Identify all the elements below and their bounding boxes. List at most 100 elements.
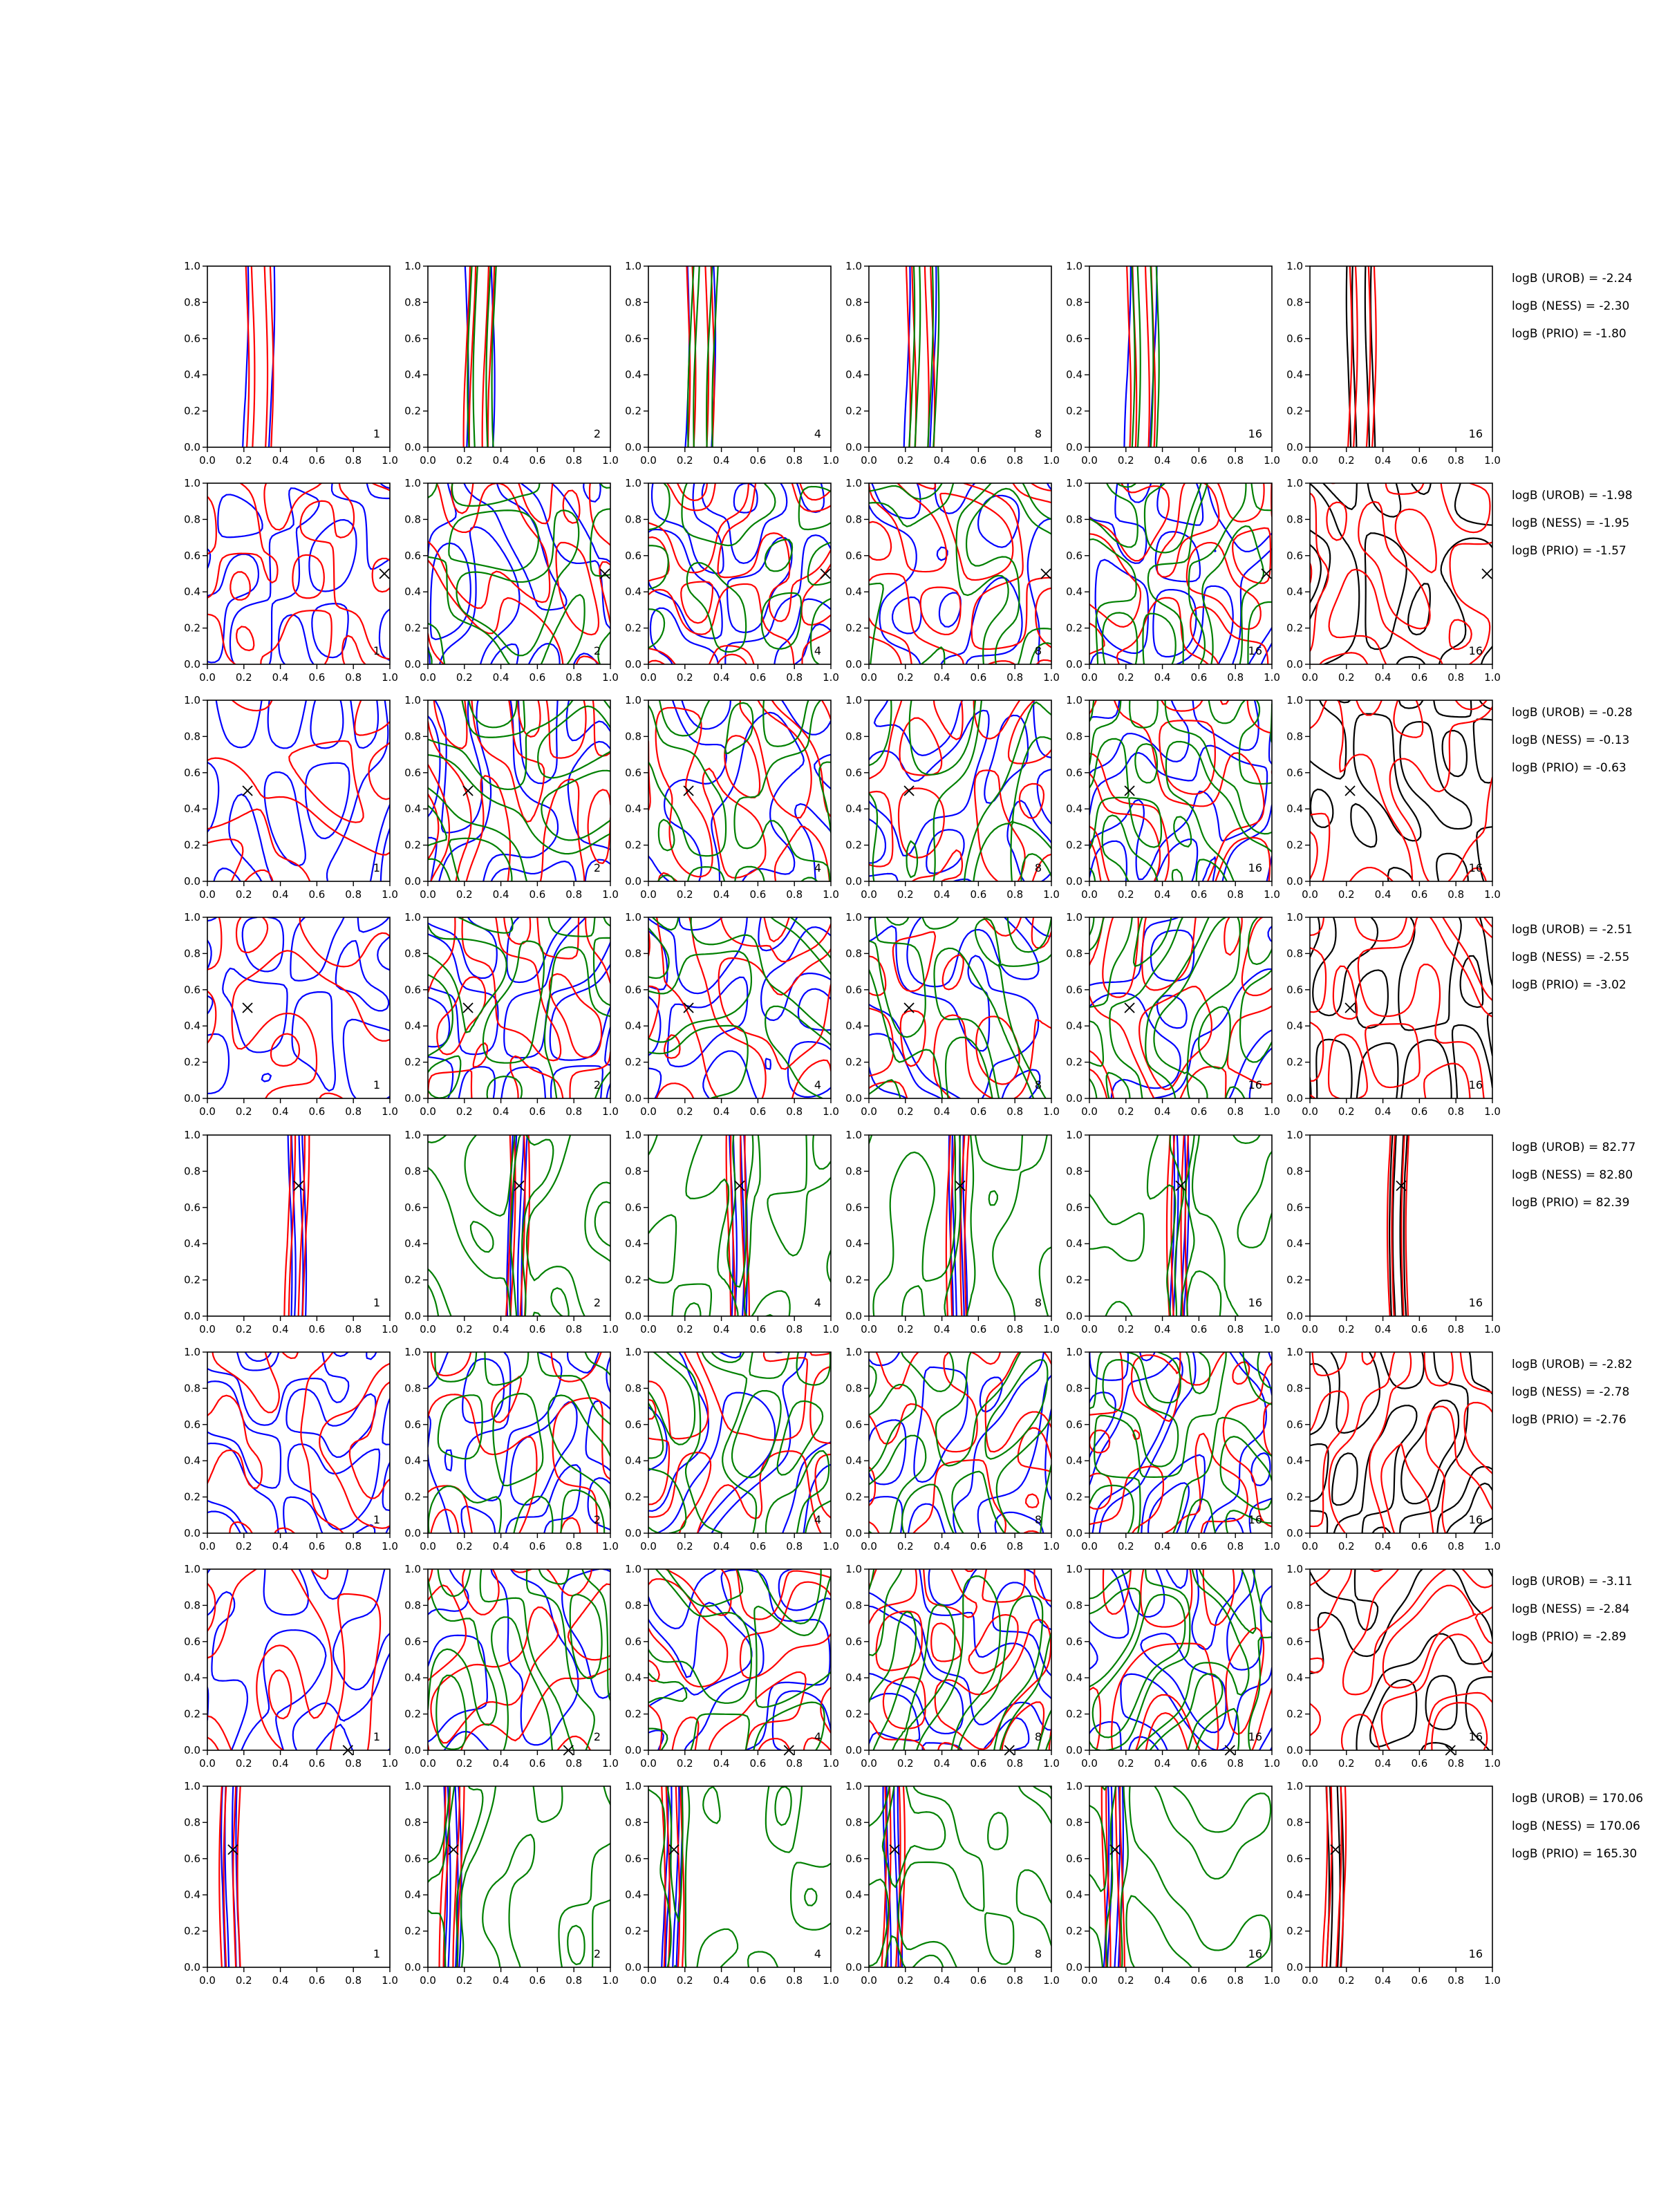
x-tick-label: 0.0	[1081, 888, 1098, 901]
x-marker	[1445, 1745, 1456, 1756]
contour-line	[207, 1352, 390, 1533]
x-tick-label: 0.0	[1302, 454, 1318, 467]
x-tick-label: 1.0	[1484, 1105, 1501, 1118]
x-tick-label: 0.2	[1338, 888, 1355, 901]
panel-number: 16	[1248, 1513, 1262, 1526]
contour-line	[1391, 1135, 1404, 1316]
y-tick-label: 0.8	[845, 730, 862, 742]
contour-line	[1310, 483, 1492, 664]
x-tick-label: 0.2	[897, 1105, 914, 1118]
contour-line	[1106, 1786, 1128, 1967]
x-marker-stroke	[1261, 568, 1272, 579]
contour-line	[687, 266, 715, 447]
panel-r6-c5: 0.0 0.2 0.4 0.6 0.8 1.0 0.0 0.2 0.4 0.6 0.8 1.0 16	[1066, 1346, 1280, 1553]
axes-frame	[427, 700, 611, 882]
x-marker	[293, 1180, 304, 1191]
contour-line	[1089, 1135, 1272, 1316]
panel-number: 16	[1469, 1078, 1483, 1091]
y-tick-label: 0.2	[1286, 405, 1303, 418]
contour-line	[428, 917, 610, 1098]
contour-layer	[207, 483, 390, 664]
y-tick-label: 0.2	[1286, 1056, 1303, 1069]
x-tick-label: 0.8	[786, 1105, 803, 1118]
panel-r6-c1: 0.0 0.2 0.4 0.6 0.8 1.0 0.0 0.2 0.4 0.6 0.8 1.0 1	[184, 1346, 398, 1553]
y-tick-label: 0.8	[845, 1165, 862, 1177]
axes-frame	[1309, 700, 1493, 882]
axes-frame	[1089, 265, 1273, 448]
x-tick-label: 0.6	[1190, 1974, 1207, 1987]
x-marker	[563, 1745, 574, 1756]
y-tick-label: 1.0	[404, 1346, 421, 1358]
contour-layer	[428, 1786, 610, 1967]
x-tick-label: 0.0	[420, 1323, 436, 1335]
panel-number: 16	[1248, 644, 1262, 657]
y-tick-label: 0.4	[1066, 1454, 1082, 1467]
y-tick-label: 0.2	[184, 839, 200, 852]
y-tick-label: 0.8	[625, 730, 641, 742]
contour-line	[1322, 1786, 1346, 1967]
y-tick-label: 0.8	[404, 730, 421, 742]
y-tick-label: 0.6	[845, 1201, 862, 1214]
contour-line	[869, 1569, 1051, 1750]
y-tick-label: 0.2	[845, 1925, 862, 1938]
y-tick-label: 1.0	[184, 260, 200, 272]
axes-frame	[1309, 265, 1493, 448]
y-tick-label: 0.2	[1286, 1925, 1303, 1938]
y-tick-label: 0.2	[404, 1491, 421, 1503]
x-tick-label: 0.2	[677, 1540, 693, 1553]
y-tick-label: 0.0	[1286, 441, 1303, 453]
panel-number: 2	[594, 1078, 601, 1091]
y-tick-label: 0.2	[625, 1491, 641, 1503]
y-tick-label: 0.6	[1286, 1201, 1303, 1214]
contour-line	[1387, 1135, 1409, 1316]
y-tick-label: 0.6	[404, 332, 421, 345]
x-tick-label: 0.2	[897, 888, 914, 901]
x-tick-label: 0.6	[749, 1105, 766, 1118]
contour-layer	[1089, 1135, 1272, 1316]
y-tick-label: 0.6	[845, 1418, 862, 1431]
x-tick-label: 1.0	[382, 1105, 398, 1118]
x-tick-label: 1.0	[1264, 1974, 1280, 1987]
axes-frame	[1309, 1134, 1493, 1317]
panel-number: 8	[1035, 1513, 1042, 1526]
x-marker	[889, 1844, 900, 1855]
contour-line	[909, 266, 939, 447]
y-tick-label: 0.6	[184, 1201, 200, 1214]
y-tick-label: 0.4	[404, 1020, 421, 1032]
panel-number: 1	[373, 1947, 380, 1960]
x-marker-stroke	[514, 1180, 525, 1191]
x-tick-label: 0.4	[1375, 454, 1391, 467]
x-marker	[242, 1002, 253, 1013]
x-tick-label: 1.0	[823, 888, 839, 901]
contour-line	[869, 917, 1051, 1098]
x-tick-label: 0.4	[1375, 888, 1391, 901]
y-tick-label: 0.8	[404, 947, 421, 959]
contour-line	[648, 1786, 831, 1967]
contour-line	[869, 483, 1051, 664]
logb-label: logB (NESS) = -2.55	[1512, 950, 1629, 964]
x-tick-label: 0.8	[565, 454, 582, 467]
x-tick-label: 0.2	[456, 888, 473, 901]
contour-line	[1089, 700, 1272, 881]
y-tick-label: 0.8	[1066, 1382, 1082, 1394]
x-marker-stroke	[683, 1002, 694, 1013]
axes-frame	[1089, 1785, 1273, 1968]
contour-line	[684, 1135, 831, 1316]
logb-label: logB (UROB) = -2.82	[1512, 1358, 1633, 1371]
axes-frame	[648, 1785, 832, 1968]
y-tick-label: 0.4	[1286, 368, 1303, 381]
y-tick-label: 1.0	[184, 477, 200, 489]
panel-number: 16	[1469, 861, 1483, 874]
contour-line	[1327, 1786, 1341, 1967]
logb-label: logB (PRIO) = -1.80	[1512, 327, 1627, 341]
x-tick-label: 0.6	[749, 671, 766, 684]
x-marker	[1330, 1844, 1341, 1855]
y-tick-label: 0.0	[1066, 1527, 1082, 1539]
axes-frame	[868, 917, 1052, 1099]
axes-frame	[868, 1351, 1052, 1534]
contour-line	[1089, 700, 1272, 881]
x-tick-label: 1.0	[1043, 1323, 1060, 1335]
panel-number: 8	[1035, 1947, 1042, 1960]
x-marker	[734, 1180, 745, 1191]
axes-frame	[1089, 1568, 1273, 1751]
